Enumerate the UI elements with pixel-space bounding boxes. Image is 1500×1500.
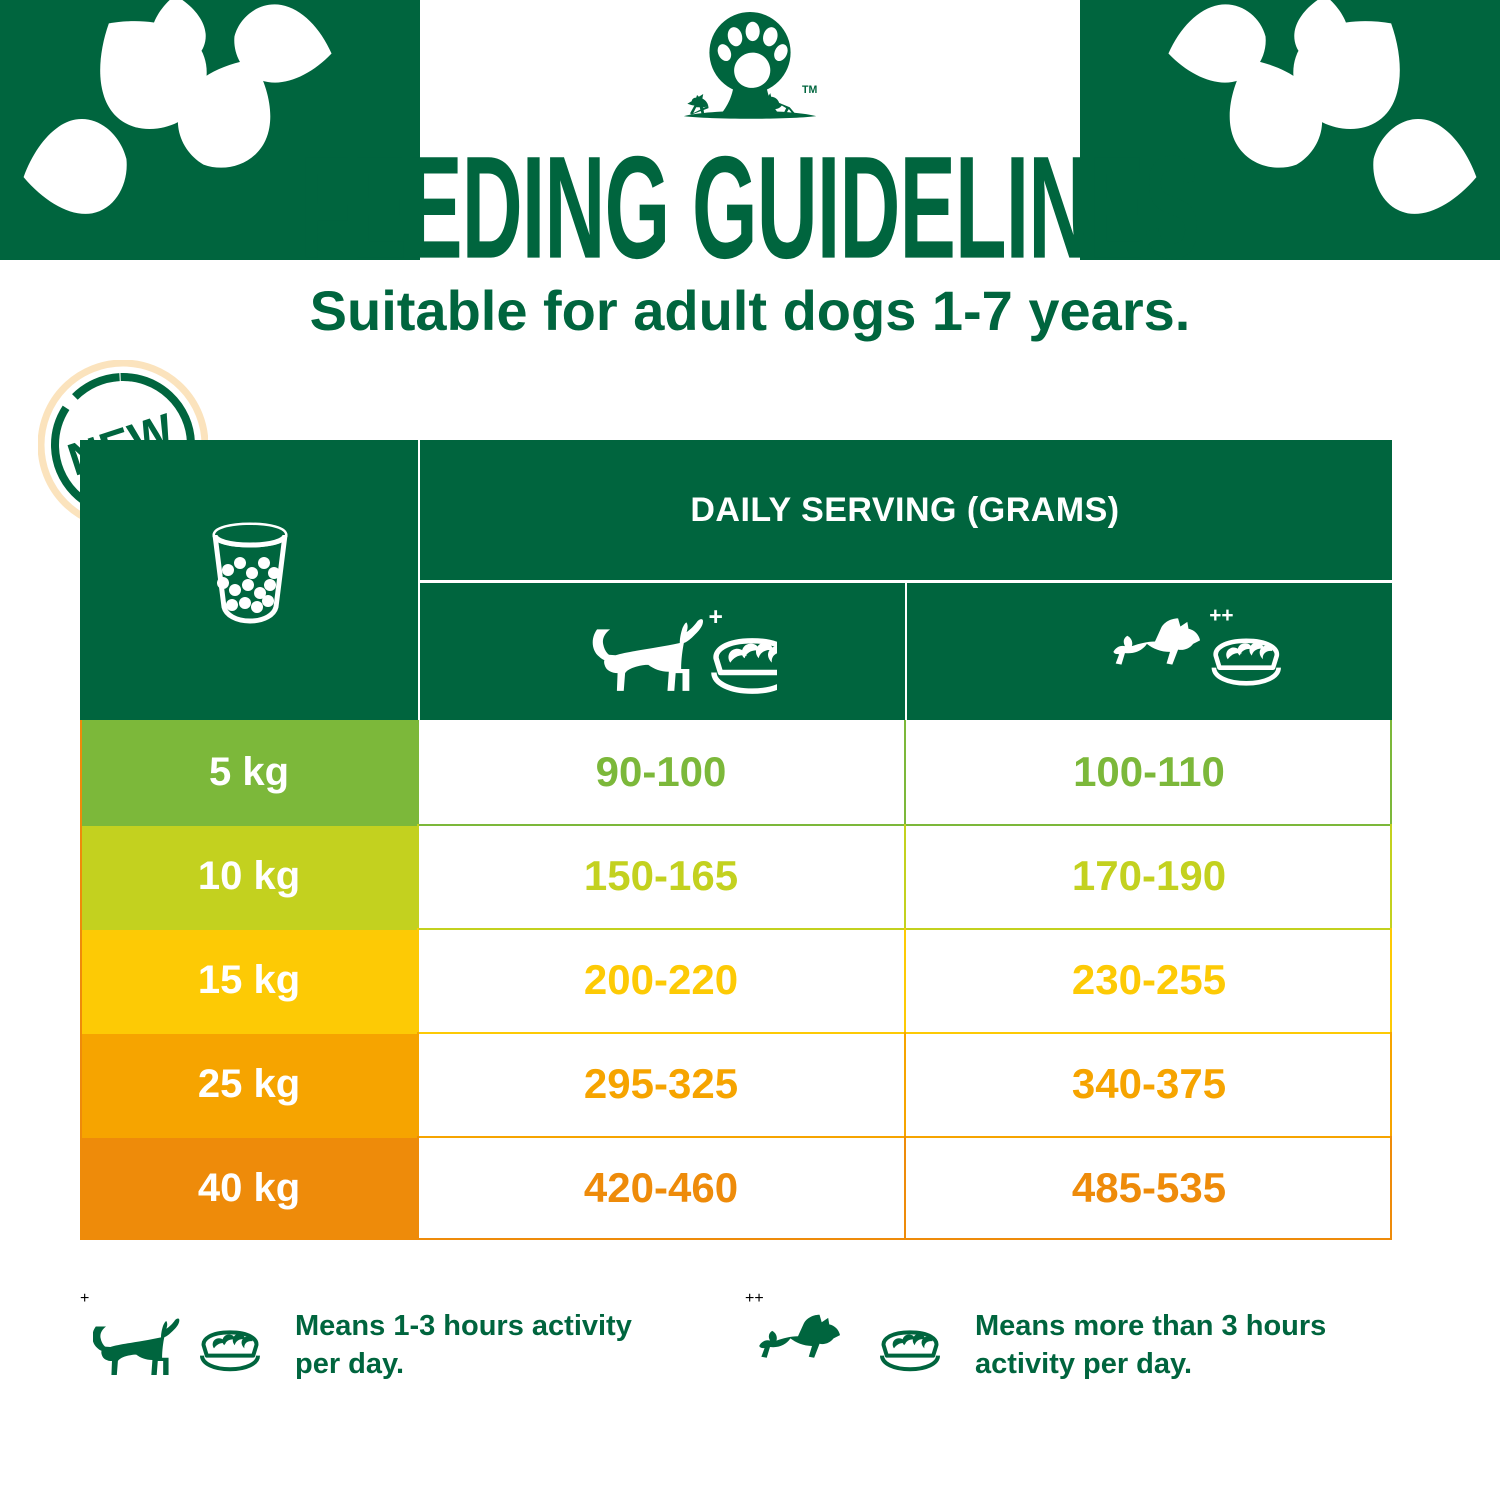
svg-text:TM: TM	[802, 84, 817, 96]
svg-text:++: ++	[1209, 608, 1233, 627]
svg-text:+: +	[708, 604, 722, 631]
